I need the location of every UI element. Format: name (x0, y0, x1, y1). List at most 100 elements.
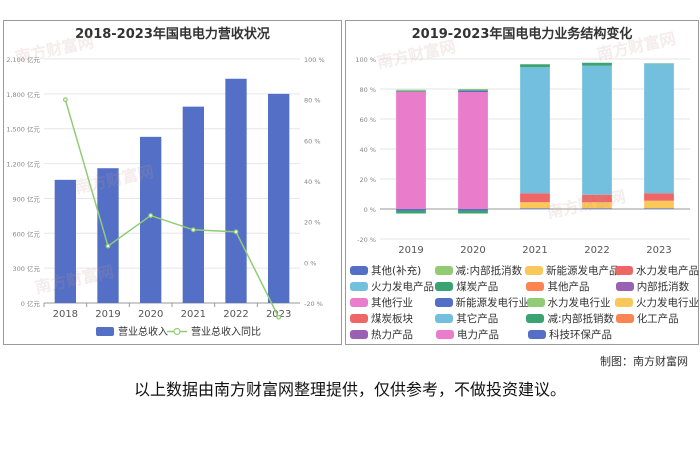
revenue-bar (182, 106, 204, 303)
legend-item[interactable]: 减:内部抵销数 (526, 311, 615, 326)
legend-label: 水力发电产品 (636, 264, 699, 277)
legend-row: 火力发电产品 煤炭产品 其他产品 内部抵消数 (350, 278, 695, 294)
legend-label: 水力发电行业 (547, 296, 611, 309)
stacked-bar-segment (520, 67, 550, 194)
legend-swatch (434, 265, 453, 275)
revenue-bar (97, 168, 119, 303)
structure-chart-panel: 2019-2023年国电电力业务结构变化 南方财富网 南方财富网 南方财富网 -… (345, 20, 699, 345)
stacked-bar-segment (644, 63, 674, 65)
stacked-bar-segment (396, 89, 426, 92)
legend-label: 其他行业 (371, 296, 413, 309)
legend-label: 电力产品 (457, 328, 499, 341)
yoy-point (190, 227, 196, 233)
stacked-bar-segment (644, 208, 674, 209)
stacked-bar-segment (458, 210, 488, 214)
legend-label: 火力发电行业 (636, 296, 699, 309)
stacked-bar-segment (644, 64, 674, 194)
legend-label: 其他(补充) (371, 264, 422, 277)
legend-item[interactable]: 水力发电产品 (615, 263, 699, 278)
y-right-tick-label: 20 % (304, 219, 321, 227)
legend-item[interactable]: 其它产品 (435, 311, 526, 326)
legend-swatch-revenue (96, 327, 114, 336)
revenue-bar (140, 136, 162, 303)
legend-swatch (615, 265, 633, 275)
structure-chart-title: 2019-2023年国电电力业务结构变化 (411, 27, 633, 42)
legend-swatch (526, 313, 545, 323)
legend-item[interactable]: 减:内部抵消数 (434, 263, 525, 278)
y-left-tick-label: 0 亿元 (21, 299, 41, 308)
legend-item[interactable]: 火力发电行业 (615, 295, 699, 310)
legend-swatch-yoy-marker (173, 327, 181, 336)
stacked-bar-segment (458, 90, 488, 92)
y-left-tick-label: 1,500 亿元 (6, 125, 40, 134)
legend-row: 其他(补充) 减:内部抵消数 新能源发电产品 水力发电产品 (350, 262, 699, 278)
y-tick-label: 100 % (355, 56, 376, 64)
revenue-bar (54, 179, 76, 303)
structure-chart: -20 % 0 % 20 % 40 % 60 % 80 % 100 % 2019 2020 202… (355, 56, 690, 256)
legend-item[interactable]: 科技环保产品 (528, 327, 618, 342)
x-tick-label: 2022 (223, 309, 248, 320)
legend-label: 热力产品 (371, 328, 413, 341)
legend-label: 内部抵消数 (636, 280, 690, 293)
y-left-tick-label: 900 亿元 (13, 194, 41, 203)
x-tick-label: 2023 (266, 309, 291, 320)
yoy-point (105, 243, 111, 249)
stacked-bar-segment (458, 89, 488, 91)
legend-item[interactable]: 电力产品 (436, 327, 528, 342)
legend-swatch (615, 297, 633, 307)
legend-label: 煤炭板块 (371, 312, 413, 325)
legend-swatch (434, 297, 453, 307)
legend-item[interactable]: 煤炭产品 (435, 279, 526, 294)
x-tick-label: 2019 (398, 245, 423, 256)
y-tick-label: 60 % (359, 116, 376, 124)
legend-swatch (350, 265, 368, 275)
legend-item[interactable]: 新能源发电行业 (434, 295, 529, 310)
stacked-bar-segment (396, 92, 426, 209)
stacked-bar-segment (396, 209, 426, 211)
stacked-bar-segment (458, 92, 488, 209)
yoy-point (62, 97, 68, 103)
y-left-tick-label: 300 亿元 (13, 264, 41, 273)
legend-swatch (350, 329, 368, 339)
legend-item[interactable]: 火力发电产品 (350, 279, 435, 294)
legend-swatch (525, 265, 543, 275)
y-left-tick-label: 600 亿元 (13, 229, 41, 238)
legend-swatch (435, 281, 454, 291)
legend-item[interactable]: 其他产品 (526, 279, 615, 294)
revenue-bar (225, 78, 247, 303)
legend-item[interactable]: 其他(补充) (350, 263, 435, 278)
stacked-bar-segment (582, 65, 612, 195)
x-tick-label: 2021 (522, 245, 547, 256)
legend-label: 煤炭产品 (456, 280, 499, 293)
y-tick-label: -20 % (357, 236, 376, 244)
y-tick-label: 20 % (359, 176, 376, 184)
legend-row: 煤炭板块 其它产品 减:内部抵销数 化工产品 (350, 310, 695, 326)
legend-item[interactable]: 内部抵消数 (615, 279, 695, 294)
stacked-bar-segment (520, 64, 550, 68)
stacked-bar-segment (582, 62, 612, 66)
chart-credit: 制图：南方财富网 (600, 355, 688, 368)
legend-item[interactable]: 化工产品 (615, 311, 695, 326)
legend-item[interactable]: 水力发电行业 (526, 295, 615, 310)
disclaimer-text: 以上数据由南方财富网整理提供，仅供参考，不做投资建议。 (133, 380, 566, 399)
y-left-tick-label: 1,200 亿元 (6, 160, 40, 169)
legend-item[interactable]: 热力产品 (350, 327, 436, 342)
legend-item[interactable]: 其他行业 (350, 295, 435, 310)
legend-label-yoy: 营业总收入同比 (191, 325, 261, 338)
x-tick-label: 2023 (646, 245, 671, 256)
legend-label: 其它产品 (456, 312, 499, 325)
legend-swatch (526, 297, 545, 307)
x-tick-label: 2022 (584, 245, 609, 256)
x-tick-label: 2021 (181, 309, 206, 320)
legend-item[interactable]: 新能源发电产品 (525, 263, 620, 278)
legend-label: 减:内部抵消数 (455, 264, 523, 277)
legend-swatch (435, 313, 454, 323)
stacked-bar-segment (582, 194, 612, 203)
legend-swatch (350, 313, 368, 323)
stacked-bar-segment (644, 200, 674, 209)
y-right-tick-label: 40 % (304, 178, 321, 186)
y-right-tick-label: 80 % (304, 97, 321, 105)
legend-item[interactable]: 煤炭板块 (350, 311, 435, 326)
legend-swatch (526, 281, 545, 291)
legend-swatch (528, 329, 546, 339)
